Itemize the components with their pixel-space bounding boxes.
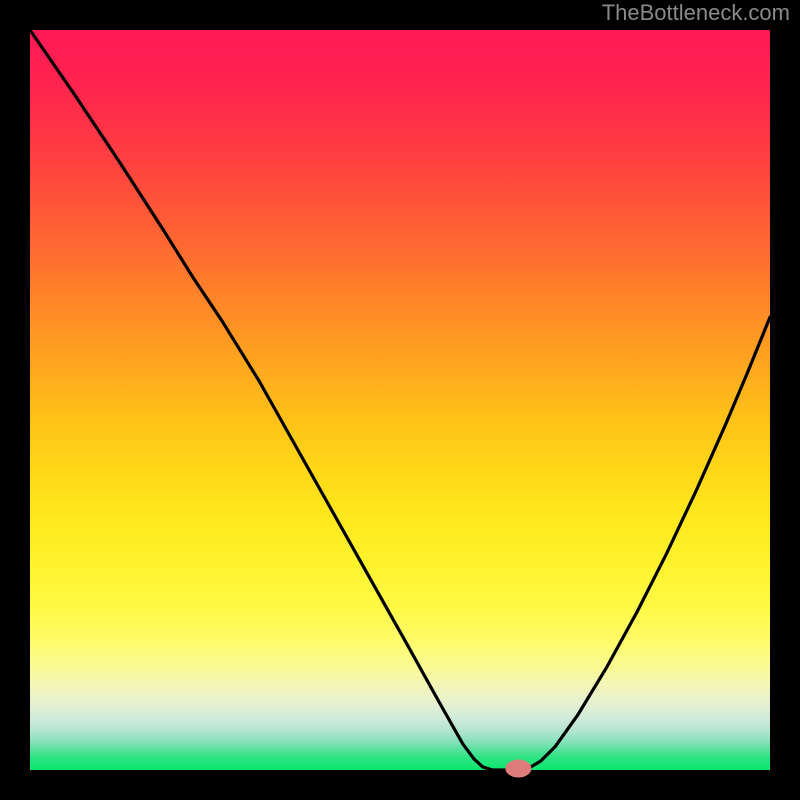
chart-container: TheBottleneck.com — [0, 0, 800, 800]
optimum-marker — [505, 760, 531, 778]
chart-plot-area — [30, 30, 770, 770]
bottleneck-chart — [0, 0, 800, 800]
